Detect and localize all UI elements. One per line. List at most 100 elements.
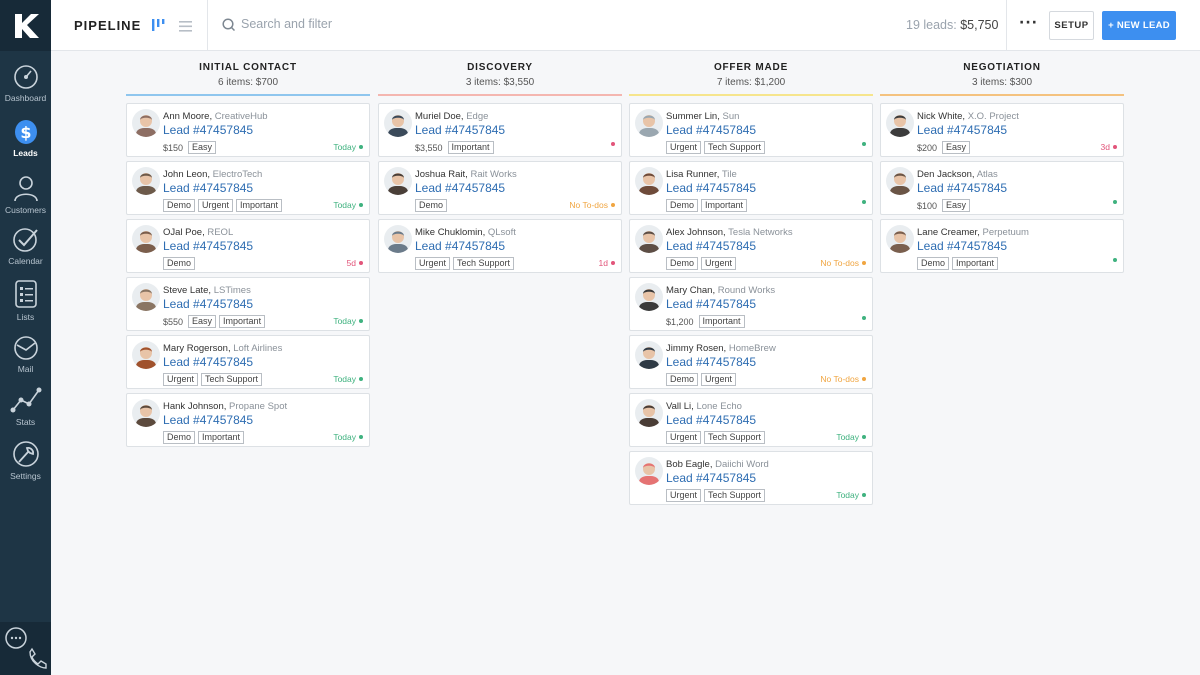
lead-link[interactable]: Lead #47457845 xyxy=(163,123,254,137)
more-options-button[interactable]: ··· xyxy=(1019,15,1038,31)
avatar[interactable] xyxy=(886,167,914,195)
nav-customers[interactable]: Customers xyxy=(0,174,51,215)
tag-badge[interactable]: Tech Support xyxy=(704,431,766,444)
tag-badge[interactable]: Demo xyxy=(163,199,196,212)
lead-card[interactable]: Lane Creamer, Perpetuum Lead #47457845 Dem… xyxy=(880,219,1124,273)
avatar[interactable] xyxy=(132,399,160,427)
lead-link[interactable]: Lead #47457845 xyxy=(415,123,506,137)
tag-badge[interactable]: Tech Support xyxy=(453,257,515,270)
chat-phone-icons[interactable] xyxy=(0,622,51,675)
tag-badge[interactable]: Tech Support xyxy=(704,489,766,502)
contact-name[interactable]: Steve Late, xyxy=(163,285,212,296)
lead-card[interactable]: Alex Johnson, Tesla Networks Lead #474578… xyxy=(629,219,873,273)
lead-link[interactable]: Lead #47457845 xyxy=(163,181,254,195)
tag-badge[interactable]: Important xyxy=(952,257,999,270)
lead-card[interactable]: Den Jackson, Atlas Lead #47457845 $100 Easy xyxy=(880,161,1124,215)
lead-card[interactable]: Nick White, X.O. Project Lead #47457845 $2… xyxy=(880,103,1124,157)
tag-badge[interactable]: Easy xyxy=(188,141,217,154)
lead-card[interactable]: Hank Johnson, Propane Spot Lead #47457845… xyxy=(126,393,370,447)
avatar[interactable] xyxy=(384,167,412,195)
tag-badge[interactable]: Urgent xyxy=(163,373,199,386)
lead-card[interactable]: Summer Lin, Sun Lead #47457845 Urgent Tech … xyxy=(629,103,873,157)
lead-link[interactable]: Lead #47457845 xyxy=(666,413,757,427)
lead-card[interactable]: Lisa Runner, Tile Lead #47457845 Demo Impor… xyxy=(629,161,873,215)
search-input[interactable]: Search and filter xyxy=(222,17,332,31)
lead-card[interactable]: Muriel Doe, Edge Lead #47457845 $3,550 Impo… xyxy=(378,103,622,157)
list-view-toggle[interactable] xyxy=(179,18,192,37)
avatar[interactable] xyxy=(635,341,663,369)
nav-leads[interactable]: $ Leads xyxy=(0,117,51,158)
lead-link[interactable]: Lead #47457845 xyxy=(163,239,254,253)
contact-name[interactable]: Mike Chuklomin, xyxy=(415,227,486,238)
lead-card[interactable]: OJal Poe, REOL Lead #47457845 Demo 5d xyxy=(126,219,370,273)
tag-badge[interactable]: Tech Support xyxy=(704,141,766,154)
tag-badge[interactable]: Demo xyxy=(415,199,448,212)
tag-badge[interactable]: Demo xyxy=(163,431,196,444)
avatar[interactable] xyxy=(635,457,663,485)
tag-badge[interactable]: Urgent xyxy=(666,141,702,154)
tag-badge[interactable]: Important xyxy=(698,315,745,328)
lead-link[interactable]: Lead #47457845 xyxy=(666,297,757,311)
contact-name[interactable]: John Leon, xyxy=(163,169,211,180)
avatar[interactable] xyxy=(886,109,914,137)
avatar[interactable] xyxy=(635,225,663,253)
avatar[interactable] xyxy=(384,109,412,137)
tag-badge[interactable]: Urgent xyxy=(666,431,702,444)
lead-card[interactable]: John Leon, ElectroTech Lead #47457845 Demo… xyxy=(126,161,370,215)
lead-link[interactable]: Lead #47457845 xyxy=(163,297,254,311)
lead-link[interactable]: Lead #47457845 xyxy=(163,413,254,427)
tag-badge[interactable]: Demo xyxy=(917,257,950,270)
tag-badge[interactable]: Easy xyxy=(188,315,217,328)
lead-link[interactable]: Lead #47457845 xyxy=(415,239,506,253)
contact-name[interactable]: Nick White, xyxy=(917,111,966,122)
app-logo[interactable] xyxy=(0,0,51,51)
contact-name[interactable]: Mary Rogerson, xyxy=(163,343,231,354)
nav-stats[interactable]: Stats xyxy=(0,386,51,427)
avatar[interactable] xyxy=(635,109,663,137)
tag-badge[interactable]: Demo xyxy=(666,373,699,386)
lead-link[interactable]: Lead #47457845 xyxy=(666,123,757,137)
lead-card[interactable]: Steve Late, LSTimes Lead #47457845 $550 Eas… xyxy=(126,277,370,331)
contact-name[interactable]: Joshua Rait, xyxy=(415,169,468,180)
avatar[interactable] xyxy=(132,109,160,137)
lead-link[interactable]: Lead #47457845 xyxy=(666,239,757,253)
lead-card[interactable]: Mike Chuklomin, QLsoft Lead #47457845 Urge… xyxy=(378,219,622,273)
contact-name[interactable]: Muriel Doe, xyxy=(415,111,464,122)
contact-name[interactable]: Vall Li, xyxy=(666,401,694,412)
tag-badge[interactable]: Easy xyxy=(942,141,971,154)
contact-name[interactable]: Summer Lin, xyxy=(666,111,720,122)
nav-dashboard[interactable]: Dashboard xyxy=(0,64,51,103)
avatar[interactable] xyxy=(635,399,663,427)
lead-card[interactable]: Jimmy Rosen, HomeBrew Lead #47457845 Demo U… xyxy=(629,335,873,389)
contact-name[interactable]: Mary Chan, xyxy=(666,285,716,296)
tag-badge[interactable]: Easy xyxy=(942,199,971,212)
contact-name[interactable]: Den Jackson, xyxy=(917,169,975,180)
tag-badge[interactable]: Urgent xyxy=(701,373,737,386)
tag-badge[interactable]: Demo xyxy=(666,199,699,212)
lead-link[interactable]: Lead #47457845 xyxy=(666,355,757,369)
avatar[interactable] xyxy=(384,225,412,253)
lead-card[interactable]: Bob Eagle, Daiichi Word Lead #47457845 Urg… xyxy=(629,451,873,505)
tag-badge[interactable]: Tech Support xyxy=(201,373,263,386)
avatar[interactable] xyxy=(132,283,160,311)
nav-mail[interactable]: Mail xyxy=(0,335,51,374)
setup-button[interactable]: SETUP xyxy=(1049,11,1094,40)
lead-link[interactable]: Lead #47457845 xyxy=(666,181,757,195)
avatar[interactable] xyxy=(132,225,160,253)
avatar[interactable] xyxy=(132,167,160,195)
tag-badge[interactable]: Urgent xyxy=(415,257,451,270)
tag-badge[interactable]: Important xyxy=(236,199,283,212)
contact-name[interactable]: Jimmy Rosen, xyxy=(666,343,727,354)
contact-name[interactable]: Ann Moore, xyxy=(163,111,213,122)
contact-name[interactable]: Bob Eagle, xyxy=(666,459,713,470)
board-view-toggle[interactable] xyxy=(151,17,165,36)
lead-card[interactable]: Vall Li, Lone Echo Lead #47457845 Urgent Te… xyxy=(629,393,873,447)
tag-badge[interactable]: Urgent xyxy=(666,489,702,502)
lead-link[interactable]: Lead #47457845 xyxy=(163,355,254,369)
tag-badge[interactable]: Important xyxy=(198,431,245,444)
contact-name[interactable]: Alex Johnson, xyxy=(666,227,726,238)
contact-name[interactable]: OJal Poe, xyxy=(163,227,205,238)
lead-card[interactable]: Ann Moore, CreativeHub Lead #47457845 $150… xyxy=(126,103,370,157)
lead-card[interactable]: Joshua Rait, Rait Works Lead #47457845 Dem… xyxy=(378,161,622,215)
lead-link[interactable]: Lead #47457845 xyxy=(917,239,1008,253)
